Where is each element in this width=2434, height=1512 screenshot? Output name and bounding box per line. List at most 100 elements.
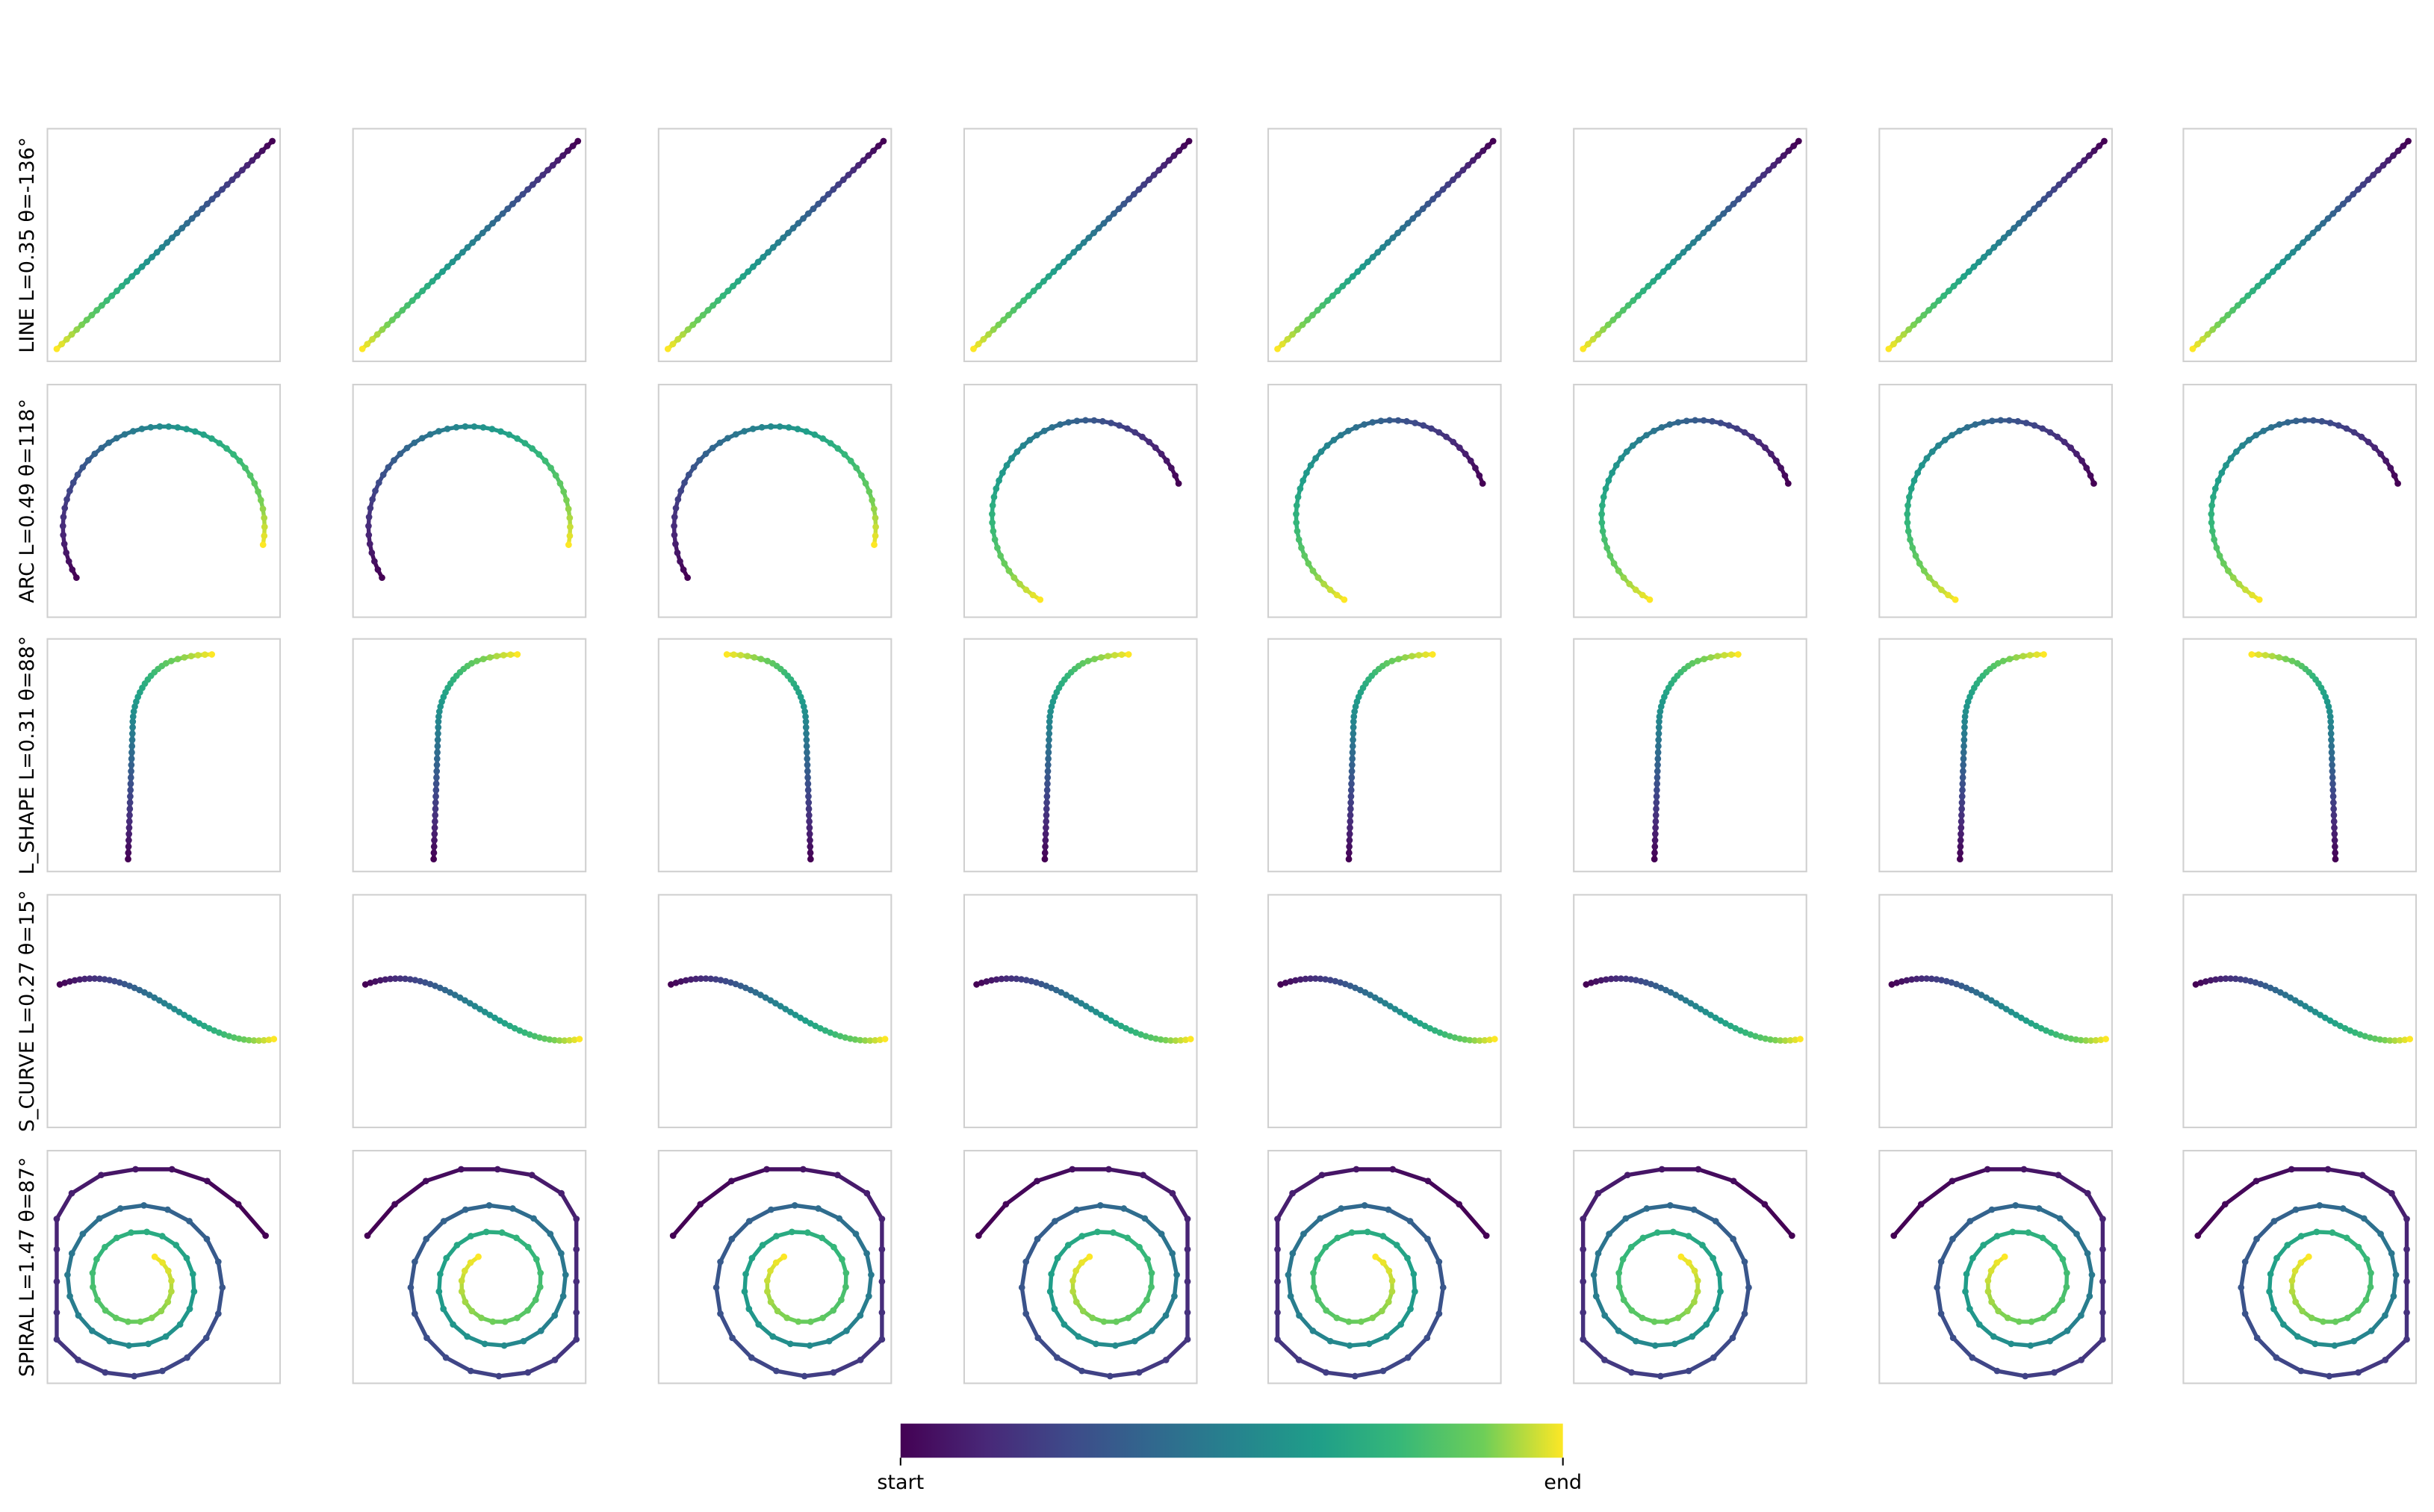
trajectory-point bbox=[165, 1267, 172, 1275]
trajectory-point bbox=[1429, 651, 1436, 658]
panel-frame bbox=[1878, 128, 2113, 362]
trajectory-point bbox=[723, 651, 730, 658]
trajectory-point bbox=[409, 297, 416, 304]
trajectory-segment bbox=[1301, 1216, 1323, 1236]
trajectory-point bbox=[159, 1259, 166, 1266]
trajectory-point bbox=[1113, 1318, 1120, 1325]
trajectory-segment bbox=[866, 1272, 874, 1298]
trajectory-point bbox=[1386, 1003, 1394, 1009]
trajectory-point bbox=[1369, 1314, 1376, 1322]
trajectory-point bbox=[842, 1269, 850, 1277]
trajectory-point bbox=[1941, 437, 1949, 444]
trajectory-point bbox=[1431, 1027, 1438, 1034]
trajectory-point bbox=[1642, 979, 1650, 986]
trajectory-point bbox=[1389, 234, 1397, 241]
trajectory-point bbox=[367, 505, 374, 511]
trajectory-point bbox=[507, 651, 514, 659]
trajectory-segment bbox=[2014, 1203, 2041, 1211]
trajectory-segment bbox=[1286, 1272, 1293, 1298]
trajectory-point bbox=[1785, 147, 1792, 155]
trajectory-point bbox=[1348, 780, 1355, 788]
trajectory-point bbox=[1120, 200, 1128, 208]
trajectory-point bbox=[1350, 718, 1357, 725]
trajectory-point bbox=[364, 340, 371, 348]
trajectory-point bbox=[259, 505, 267, 512]
trajectory-point bbox=[2332, 1020, 2339, 1027]
trajectory-point bbox=[1720, 210, 1727, 217]
trajectory-point bbox=[549, 161, 556, 169]
trajectory-point bbox=[1685, 244, 1692, 251]
trajectory-point bbox=[2274, 263, 2282, 270]
trajectory-point bbox=[1628, 1369, 1635, 1376]
trajectory-point bbox=[2374, 167, 2382, 174]
trajectory-segment bbox=[1711, 1336, 1735, 1360]
trajectory-point bbox=[2001, 1253, 2008, 1260]
trajectory-point bbox=[1595, 1250, 1602, 1257]
trajectory-point bbox=[1354, 268, 1362, 276]
trajectory-point bbox=[1898, 978, 1905, 985]
trajectory-point bbox=[1320, 580, 1327, 588]
trajectory-point bbox=[788, 1228, 795, 1236]
trajectory-point bbox=[118, 282, 125, 290]
trajectory-point bbox=[199, 205, 206, 212]
trajectory-point bbox=[1126, 196, 1132, 203]
trajectory-point bbox=[2287, 994, 2294, 1001]
trajectory-point bbox=[2382, 1356, 2389, 1363]
trajectory-point bbox=[258, 147, 266, 155]
trajectory-point bbox=[1652, 824, 1660, 831]
trajectory-point bbox=[1958, 982, 1965, 989]
trajectory-point bbox=[261, 532, 268, 540]
trajectory-point bbox=[2209, 326, 2217, 333]
trajectory-point bbox=[1657, 703, 1665, 710]
trajectory-point bbox=[1643, 1205, 1651, 1212]
trajectory-point bbox=[524, 1243, 532, 1251]
trajectory-point bbox=[1931, 580, 1939, 588]
trajectory-point bbox=[98, 444, 105, 452]
trajectory-point bbox=[476, 1006, 483, 1012]
trajectory-point bbox=[168, 1277, 175, 1284]
trajectory-point bbox=[423, 1236, 430, 1242]
trajectory-point bbox=[53, 345, 60, 352]
trajectory-point bbox=[697, 1201, 704, 1208]
trajectory-segment bbox=[2022, 1370, 2057, 1378]
trajectory-point bbox=[2325, 703, 2332, 710]
trajectory-point bbox=[536, 1034, 543, 1041]
trajectory-point bbox=[2087, 472, 2094, 479]
trajectory-point bbox=[514, 196, 521, 203]
trajectory-point bbox=[1893, 979, 1900, 986]
trajectory-point bbox=[767, 1298, 774, 1305]
trajectory-segment bbox=[1106, 1167, 1146, 1177]
trajectory-segment bbox=[858, 1294, 872, 1318]
trajectory-point bbox=[672, 541, 679, 547]
trajectory-point bbox=[419, 287, 426, 295]
trajectory-point bbox=[702, 975, 710, 982]
trajectory-point bbox=[684, 326, 692, 333]
trajectory-point bbox=[121, 431, 128, 438]
trajectory-point bbox=[2381, 1036, 2388, 1044]
trajectory-point bbox=[719, 292, 727, 299]
trajectory-point bbox=[1643, 432, 1650, 439]
trajectory-point bbox=[1274, 1336, 1281, 1343]
trajectory-point bbox=[2270, 1218, 2278, 1225]
trajectory-point bbox=[1075, 244, 1082, 251]
trajectory-point bbox=[767, 997, 774, 1004]
trajectory-point bbox=[1025, 292, 1032, 299]
trajectory-point bbox=[444, 263, 451, 270]
trajectory-point bbox=[804, 780, 812, 788]
trajectory-point bbox=[1020, 297, 1027, 304]
trajectory-segment bbox=[2056, 1172, 2090, 1195]
trajectory-segment bbox=[1951, 1336, 1975, 1360]
panel bbox=[1573, 384, 1807, 618]
trajectory-point bbox=[2052, 1031, 2060, 1038]
trajectory-point bbox=[877, 1036, 884, 1043]
trajectory-point bbox=[2250, 287, 2256, 295]
trajectory-point bbox=[1650, 278, 1657, 285]
trajectory-point bbox=[562, 1272, 569, 1278]
trajectory-point bbox=[1146, 176, 1152, 184]
trajectory-point bbox=[61, 979, 69, 986]
trajectory-point bbox=[1969, 1254, 1976, 1262]
trajectory-point bbox=[367, 979, 374, 986]
trajectory-segment bbox=[1079, 1369, 1113, 1378]
trajectory-point bbox=[769, 1333, 777, 1340]
trajectory-point bbox=[453, 1242, 461, 1248]
